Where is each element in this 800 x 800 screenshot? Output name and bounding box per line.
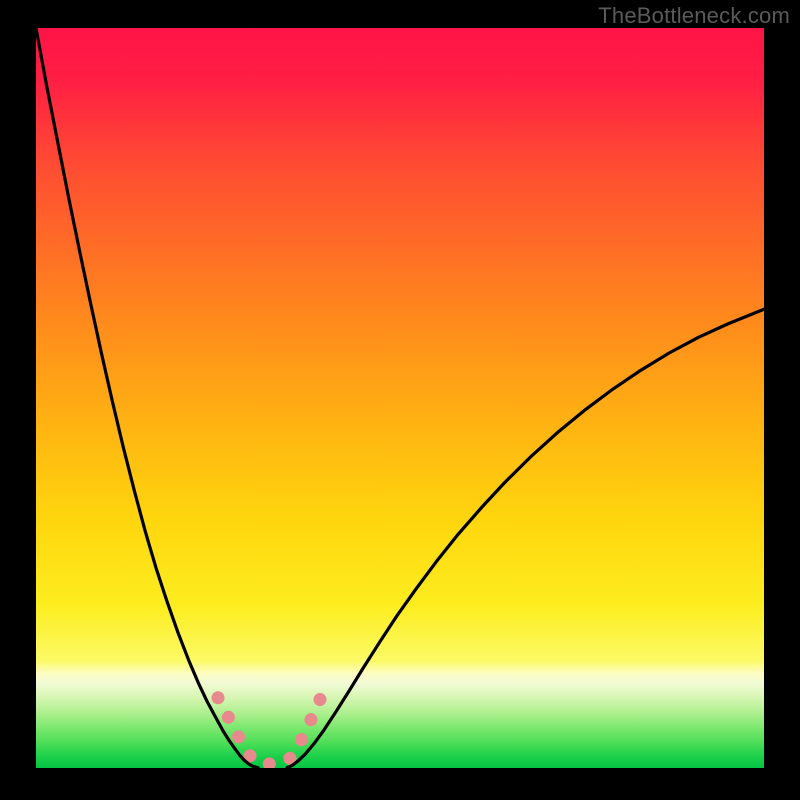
highlight-bracket xyxy=(218,687,326,764)
bottleneck-curve-left xyxy=(36,28,258,768)
stage: TheBottleneck.com xyxy=(0,0,800,800)
bottleneck-curve-right xyxy=(287,309,764,767)
plot-area xyxy=(36,28,764,768)
curve-layer xyxy=(36,28,764,768)
watermark-text: TheBottleneck.com xyxy=(598,3,790,29)
